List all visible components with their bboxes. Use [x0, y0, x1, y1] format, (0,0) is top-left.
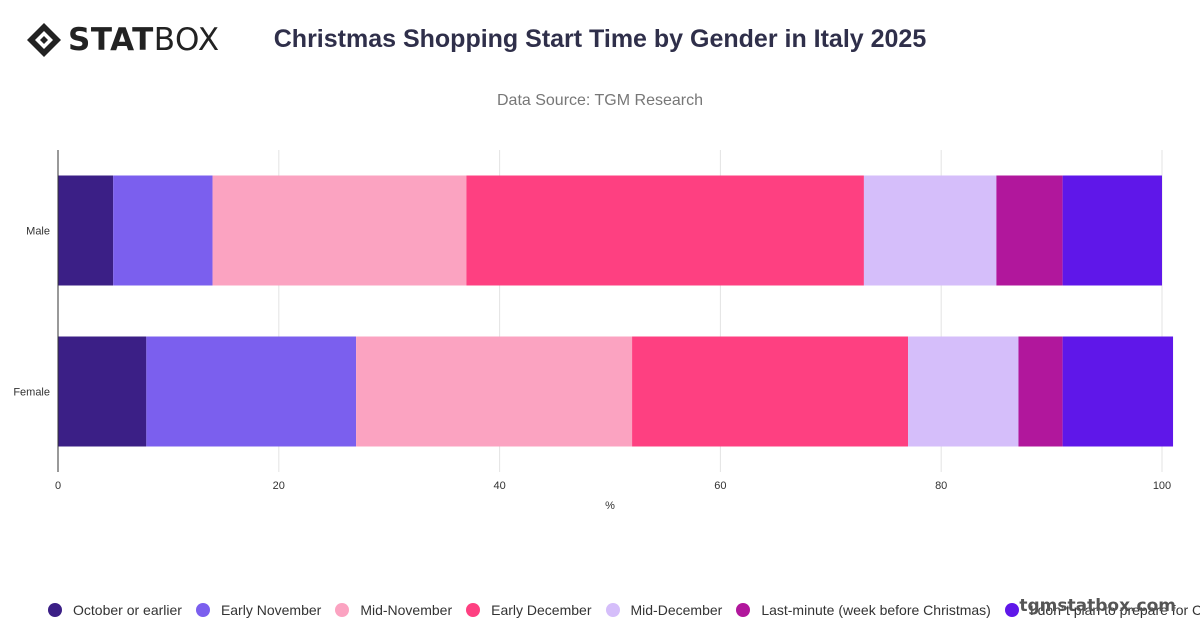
legend-swatch [466, 603, 481, 617]
legend-item[interactable]: Early December [466, 602, 592, 618]
x-axis-label: % [605, 500, 615, 512]
bar-segment [113, 175, 213, 286]
bar-segment [863, 175, 997, 286]
legend-swatch [335, 603, 350, 617]
legend-label: Mid-December [630, 602, 723, 618]
logo-text: STATBOX [68, 22, 220, 58]
legend-swatch [736, 603, 751, 617]
legend-label: Last-minute (week before Christmas) [761, 602, 991, 618]
legend-label: Mid-November [360, 602, 453, 618]
watermark: tgmstatbox.com [1019, 596, 1176, 616]
x-tick-label: 80 [935, 480, 947, 492]
x-tick-label: 0 [55, 480, 61, 492]
legend-item[interactable]: Early November [195, 602, 322, 618]
bar-segment [1062, 336, 1174, 447]
statbox-logo: STATBOX [26, 22, 220, 58]
legend-label: Early November [220, 602, 322, 618]
chart-subtitle: Data Source: TGM Research [496, 92, 703, 109]
legend-label: Early December [491, 602, 592, 618]
legend-item[interactable]: October or earlier [48, 602, 182, 618]
legend-swatch [195, 603, 210, 617]
diamond-logo-icon [27, 23, 61, 57]
x-tick-label: 100 [1153, 480, 1171, 492]
x-tick-label: 40 [493, 480, 505, 492]
legend-swatch [1004, 603, 1019, 617]
bar-segment [212, 175, 467, 286]
legend-swatch [48, 603, 62, 617]
bar-segment [1018, 336, 1063, 447]
bar-segment [146, 336, 357, 447]
category-label: Male [26, 226, 50, 238]
bar-segment [356, 336, 633, 447]
bar-segment [58, 336, 147, 447]
bar-segment [632, 336, 909, 447]
bar-segment [58, 175, 114, 286]
legend-item[interactable]: Mid-November [335, 602, 452, 618]
legend-item[interactable]: Mid-December [605, 602, 723, 618]
bar-segment [466, 175, 864, 286]
bar-segment [996, 175, 1063, 286]
chart-title: Christmas Shopping Start Time by Gender … [273, 25, 927, 53]
legend-swatch [605, 603, 620, 617]
chart-legend: October or earlier Early November Mid-Nove… [48, 602, 1200, 618]
legend-item[interactable]: Last-minute (week before Christmas) [736, 602, 991, 618]
bar-segment [908, 336, 1019, 447]
bar-segment [1062, 175, 1162, 286]
legend-label: October or earlier [73, 602, 182, 618]
legend-item[interactable]: I don"t plan to prepare for Christmas [1004, 602, 1200, 618]
x-tick-label: 20 [273, 480, 285, 492]
legend-label: I don"t plan to prepare for Christmas [1029, 602, 1200, 618]
x-tick-label: 60 [714, 480, 726, 492]
category-label: Female [13, 387, 50, 399]
